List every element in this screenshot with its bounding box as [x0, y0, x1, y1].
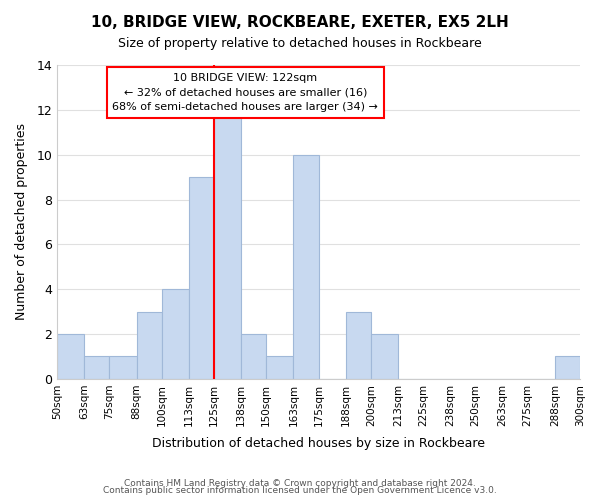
Bar	[214, 110, 241, 379]
Bar	[371, 334, 398, 379]
Bar	[57, 334, 84, 379]
Text: Size of property relative to detached houses in Rockbeare: Size of property relative to detached ho…	[118, 38, 482, 51]
Text: 10, BRIDGE VIEW, ROCKBEARE, EXETER, EX5 2LH: 10, BRIDGE VIEW, ROCKBEARE, EXETER, EX5 …	[91, 15, 509, 30]
Bar	[346, 312, 371, 379]
Bar	[555, 356, 580, 379]
Text: Contains HM Land Registry data © Crown copyright and database right 2024.: Contains HM Land Registry data © Crown c…	[124, 478, 476, 488]
Bar	[266, 356, 293, 379]
Bar	[137, 312, 161, 379]
Bar	[161, 289, 189, 379]
Bar	[189, 177, 214, 379]
Text: 10 BRIDGE VIEW: 122sqm
← 32% of detached houses are smaller (16)
68% of semi-det: 10 BRIDGE VIEW: 122sqm ← 32% of detached…	[112, 73, 378, 112]
Bar	[293, 154, 319, 379]
X-axis label: Distribution of detached houses by size in Rockbeare: Distribution of detached houses by size …	[152, 437, 485, 450]
Text: Contains public sector information licensed under the Open Government Licence v3: Contains public sector information licen…	[103, 486, 497, 495]
Bar	[109, 356, 137, 379]
Bar	[241, 334, 266, 379]
Y-axis label: Number of detached properties: Number of detached properties	[15, 124, 28, 320]
Bar	[84, 356, 109, 379]
